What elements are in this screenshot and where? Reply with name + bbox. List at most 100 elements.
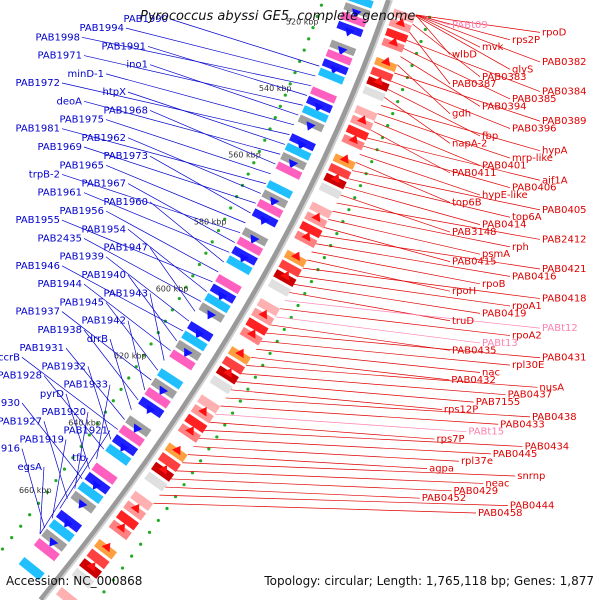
label-leader-line	[182, 462, 516, 477]
tick-dot	[358, 184, 363, 188]
label-leader-line	[220, 405, 499, 425]
tick-dot	[111, 578, 115, 582]
gene-label-PAB1965: PAB1965	[59, 160, 104, 171]
gene-label-PAB0452: PAB0452	[422, 493, 467, 504]
label-leader-line	[336, 202, 541, 240]
forward-feature	[278, 259, 302, 278]
label-leader-line	[298, 275, 511, 307]
gene-label-PAB1945: PAB1945	[59, 297, 104, 308]
forward-feature	[273, 269, 297, 288]
reverse-arrow	[297, 140, 308, 150]
gene-label-PAB0406: PAB0406	[512, 183, 557, 194]
gene-label-PAB1916: PAB1916	[0, 444, 20, 455]
forward-arrow	[86, 562, 96, 572]
forward-arrow	[116, 523, 126, 533]
reverse-arrow	[218, 291, 228, 301]
tick-dot	[273, 116, 277, 120]
reverse-arrow	[146, 404, 156, 414]
tick-dot	[156, 518, 160, 523]
label-leader-line	[127, 229, 207, 292]
tick-dot	[10, 536, 14, 540]
label-leader-line	[415, 15, 511, 70]
label-leader-line	[412, 23, 481, 78]
forward-feature	[332, 153, 356, 170]
forward-arrow	[373, 76, 383, 86]
tick-dot	[289, 315, 293, 320]
forward-feature	[71, 567, 95, 589]
forward-feature	[164, 442, 188, 463]
forward-feature	[251, 307, 275, 327]
forward-feature	[227, 346, 252, 365]
reverse-strand-features	[18, 0, 374, 581]
label-leader-line	[320, 235, 541, 270]
forward-feature	[370, 66, 394, 82]
forward-arrow	[235, 348, 244, 359]
label-leader-line	[165, 486, 420, 499]
forward-arrow	[158, 465, 168, 475]
tick-dot	[400, 87, 405, 92]
label-leader-line	[302, 267, 541, 299]
gene-label-rpoD: rpoD	[542, 27, 567, 38]
forward-feature	[384, 27, 409, 43]
gene-label-PAB0401: PAB0401	[482, 160, 527, 171]
label-leader-line	[96, 384, 111, 460]
tick-dot	[197, 262, 201, 267]
label-leader-line	[149, 201, 225, 263]
label-leader-line	[409, 31, 451, 85]
label-leader-line	[105, 73, 295, 126]
forward-strand-features	[55, 8, 416, 600]
reverse-arrow	[78, 499, 88, 509]
tick-dot	[119, 387, 123, 392]
reverse-feature	[310, 86, 337, 104]
gene-label-PAB0444: PAB0444	[510, 501, 555, 512]
label-leader-line	[363, 145, 511, 189]
gene-label-PAB1931: PAB1931	[19, 343, 64, 354]
kbp-tick-label: 540 kbp	[259, 84, 292, 93]
forward-feature	[299, 220, 323, 239]
reverse-feature	[317, 67, 345, 85]
gene-label-PABt12: PABt12	[542, 323, 578, 334]
tick-dot	[230, 411, 235, 415]
forward-feature	[215, 365, 239, 385]
tick-dot	[238, 399, 242, 403]
tick-dot	[87, 433, 91, 437]
reverse-feature	[91, 462, 118, 485]
label-leader-line	[251, 357, 450, 381]
reverse-feature	[204, 292, 231, 314]
tick-dot	[0, 547, 5, 551]
gene-label-PAB1973: PAB1973	[103, 151, 148, 162]
gene-label-rpoB: rpoB	[482, 279, 506, 290]
label-leader-line	[149, 247, 196, 312]
gene-label-PAB0414: PAB0414	[482, 220, 527, 231]
label-leader-line	[377, 113, 511, 159]
label-leader-line	[39, 457, 89, 535]
tick-dot	[19, 524, 23, 528]
label-leader-line	[256, 348, 481, 373]
label-leader-line	[169, 18, 320, 67]
accession-text: Accession: NC_000868	[6, 574, 143, 588]
forward-feature	[239, 326, 263, 346]
forward-feature	[341, 134, 365, 151]
label-leader-line	[83, 283, 171, 351]
forward-feature	[151, 461, 175, 482]
gene-label-PAB1960: PAB1960	[103, 197, 148, 208]
label-leader-line	[51, 439, 67, 519]
label-leader-line	[125, 27, 316, 77]
tick-dot	[302, 48, 306, 52]
reverse-feature	[144, 387, 171, 409]
reverse-feature	[33, 538, 60, 562]
scale-tick-dots	[0, 3, 432, 594]
forward-feature	[184, 413, 208, 434]
tick-dot	[303, 291, 307, 296]
label-leader-line	[225, 397, 531, 418]
genome-backbone-ring	[38, 0, 392, 600]
tick-dot	[268, 351, 272, 355]
gene-label-glyS: glyS	[512, 64, 533, 75]
kbp-tick-label: 660 kbp	[19, 486, 52, 495]
reverse-feature	[48, 519, 75, 543]
gene-label-PABt13: PABt13	[482, 338, 518, 349]
label-leader-line	[384, 97, 451, 144]
tick-dot	[252, 161, 256, 165]
forward-arrow	[395, 18, 405, 28]
tick-dot	[147, 530, 152, 534]
